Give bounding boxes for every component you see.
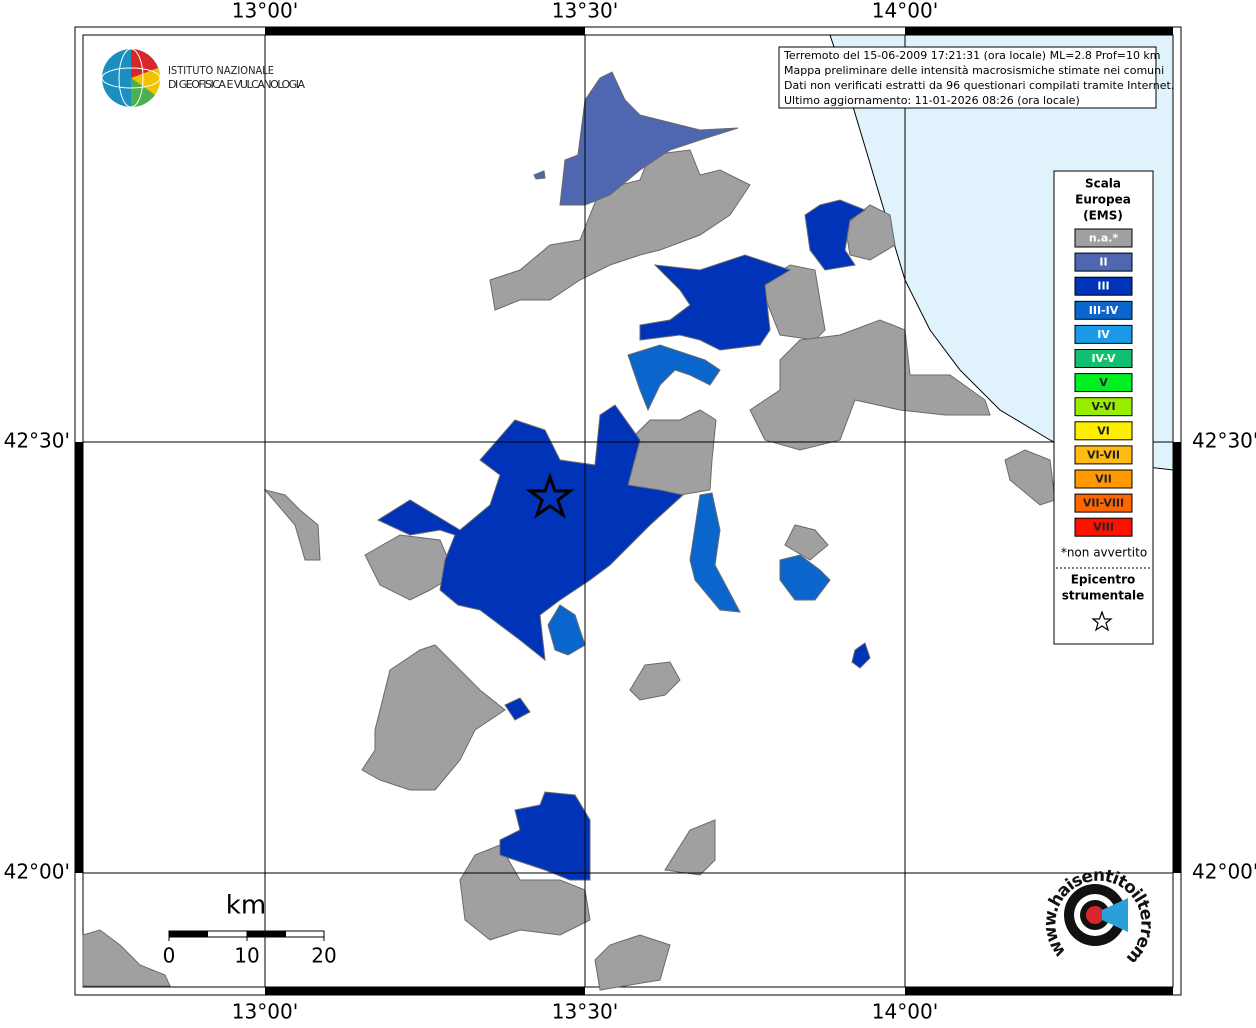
lat-label: 42°30': [4, 429, 70, 453]
legend-label: III-IV: [1089, 304, 1119, 317]
scale-label: 10: [234, 944, 259, 968]
legend-title: Scala: [1085, 177, 1121, 191]
frame-bars: [75, 27, 1181, 995]
legend-swatch: [1074, 445, 1133, 465]
legend-epicenter: Epicentro: [1071, 573, 1136, 587]
info-line: Ultimo aggiornamento: 11-01-2026 08:26 (…: [784, 94, 1080, 107]
legend-swatch: [1074, 469, 1133, 489]
scale-label: 0: [163, 944, 176, 968]
info-lines: Terremoto del 15-06-2009 17:21:31 (ora l…: [783, 49, 1174, 107]
info-line: Dati non verificati estratti da 96 quest…: [784, 79, 1174, 92]
lon-label: 13°00': [232, 0, 298, 23]
legend-label: IV: [1097, 328, 1110, 341]
logo-text: DI GEOFISICA E VULCANOLOGIA: [168, 78, 305, 91]
lat-label: 42°30': [1192, 429, 1256, 453]
legend-epicenter: strumentale: [1062, 589, 1145, 603]
info-line: Terremoto del 15-06-2009 17:21:31 (ora l…: [783, 49, 1161, 62]
legend-swatch: [1074, 228, 1133, 248]
scale-unit: km: [226, 891, 266, 921]
legend-swatch: [1074, 349, 1133, 368]
legend-swatch: [1074, 373, 1133, 393]
legend-swatch: [1074, 421, 1133, 441]
legend-swatch: [1074, 517, 1133, 537]
municipalities: [82, 71, 1056, 991]
legend-label: VI-VII: [1087, 448, 1120, 461]
legend-title: (EMS): [1083, 209, 1123, 223]
lon-label: 13°00': [232, 1000, 298, 1024]
lon-label: 13°30': [552, 1000, 618, 1024]
graticule: [83, 35, 1173, 987]
epicenter-star: [525, 472, 575, 519]
legend-label: III: [1097, 280, 1109, 293]
legend-swatch: [1074, 300, 1133, 320]
legend-label: V-VI: [1091, 400, 1115, 413]
lon-label: 13°30': [552, 0, 618, 23]
info-line: Mappa preliminare delle intensità macros…: [784, 64, 1164, 77]
legend-swatch: [1074, 324, 1133, 344]
legend-title: Europea: [1075, 193, 1131, 207]
legend-label: n.a.*: [1089, 232, 1119, 245]
legend: ScalaEuropea(EMS)n.a.*IIIIIIII-IVIVIV-VV…: [1056, 177, 1151, 632]
legend-label: II: [1099, 256, 1107, 269]
legend-label: VII-VIII: [1083, 497, 1124, 510]
legend-label: VIII: [1093, 521, 1114, 534]
scale-bar: km 0 10 20: [163, 891, 337, 968]
logo-text: ISTITUTO NAZIONALE: [168, 64, 274, 77]
scale-label: 20: [311, 944, 336, 968]
legend-label: VI: [1097, 424, 1110, 437]
legend-swatch: [1074, 397, 1133, 417]
legend-star: [1091, 610, 1113, 632]
lon-label: 14°00': [872, 0, 938, 23]
legend-swatch: [1074, 493, 1133, 513]
legend-swatch: [1074, 252, 1133, 272]
lat-label: 42°00': [4, 860, 70, 884]
legend-label: VII: [1095, 473, 1112, 486]
info-box: [778, 46, 1157, 109]
ingv-logo: ISTITUTO NAZIONALE DI GEOFISICA E VULCAN…: [101, 48, 305, 108]
lon-label: 14°00': [872, 1000, 938, 1024]
legend-swatch: [1074, 276, 1133, 296]
lat-label: 42°00': [1192, 860, 1256, 884]
legend-label: IV-V: [1091, 352, 1116, 365]
legend-note: *non avvertito: [1061, 546, 1147, 560]
legend-label: V: [1099, 376, 1108, 389]
